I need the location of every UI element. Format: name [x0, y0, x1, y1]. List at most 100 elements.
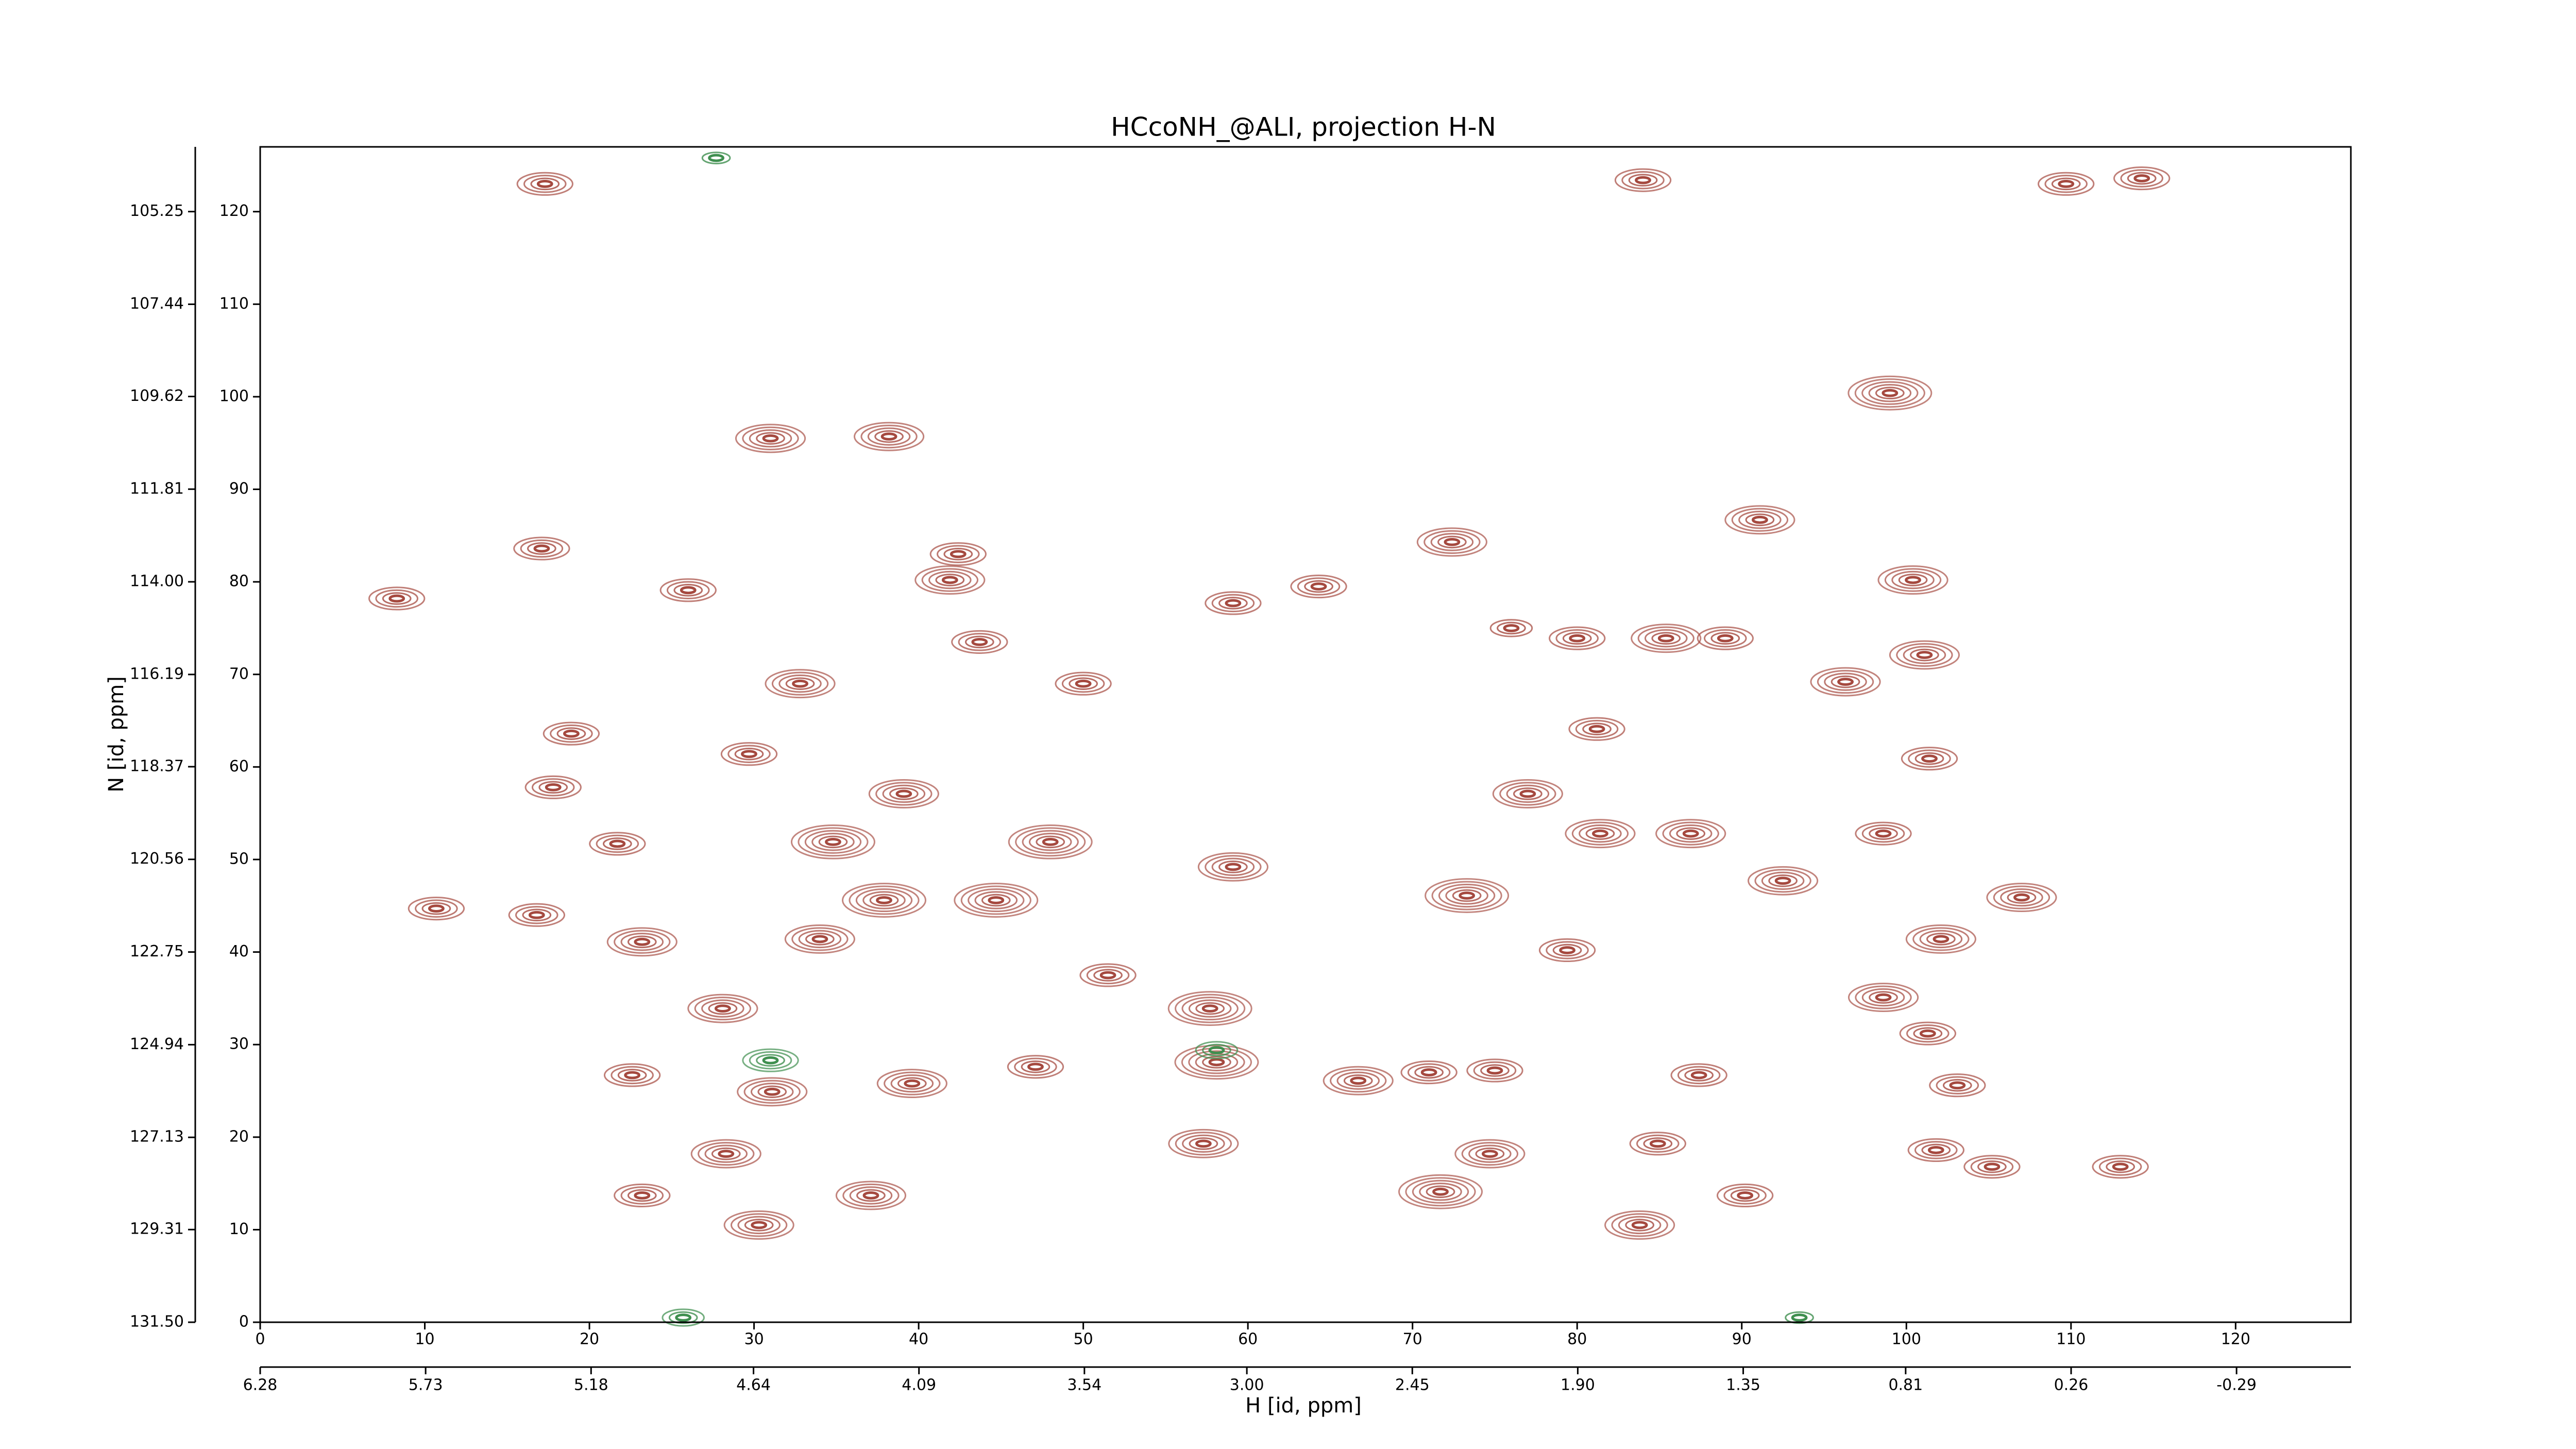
y-tick-label: 110	[219, 295, 249, 313]
contour-level	[921, 568, 979, 592]
contour-level	[958, 633, 1002, 651]
contour-level	[737, 1216, 781, 1235]
contour-level	[1882, 389, 1899, 397]
x-tick-label: 50	[1074, 1330, 1093, 1349]
contour-level	[1861, 988, 1905, 1007]
contour-level	[742, 1048, 799, 1072]
contour-level	[723, 1210, 794, 1240]
contour-level	[1201, 1004, 1218, 1013]
contour-level	[1519, 789, 1536, 798]
contour-level	[603, 837, 632, 850]
contour-level	[708, 1002, 738, 1015]
contour-level	[694, 997, 752, 1021]
contour-level	[849, 1186, 893, 1205]
contour-level	[1896, 643, 1953, 667]
x-tick-label: 20	[580, 1330, 599, 1349]
contour-level	[1454, 1139, 1526, 1169]
contour-level	[1197, 852, 1269, 882]
contour-level	[1927, 1146, 1944, 1154]
contour-level	[1986, 883, 2057, 913]
contour-level	[1414, 1066, 1444, 1079]
contour-level	[818, 835, 848, 849]
contour-level	[708, 154, 725, 162]
contour-level	[1431, 881, 1502, 911]
contour-level	[617, 1069, 647, 1082]
contour-level	[1323, 1066, 1394, 1096]
x-tick-label: 1.90	[1561, 1376, 1595, 1394]
contour-level	[904, 1079, 921, 1088]
contour-level	[1304, 580, 1333, 593]
y-tick-label: 124.94	[130, 1035, 184, 1053]
contour-level	[1310, 582, 1327, 591]
contour-level	[882, 784, 926, 803]
contour-level	[1568, 717, 1625, 741]
contour-level	[1682, 829, 1699, 838]
contour-level	[1848, 983, 1919, 1013]
contour-level	[1211, 594, 1255, 613]
contour-level	[1486, 1066, 1503, 1075]
contour-level	[1350, 1076, 1367, 1085]
contour-level	[762, 1056, 779, 1065]
contour-level	[1949, 1081, 1966, 1090]
contour-level	[1423, 530, 1481, 554]
contour-level	[954, 883, 1039, 918]
y-tick-label: 105.25	[130, 202, 184, 220]
contour-level	[1889, 640, 1960, 670]
contour-level	[1569, 634, 1586, 643]
y-tick-label: 60	[229, 757, 249, 776]
contour-level	[1400, 1060, 1458, 1085]
contour-level	[1614, 168, 1672, 192]
contour-level	[1549, 626, 1606, 650]
contour-level	[1492, 779, 1563, 808]
x-tick-label: 6.28	[243, 1376, 278, 1394]
contour-level	[515, 906, 558, 924]
contour-level	[680, 586, 697, 595]
contour-level	[673, 584, 703, 597]
contour-level	[756, 432, 785, 445]
contour-level	[634, 1191, 651, 1200]
contour-level	[727, 745, 771, 763]
contour-level	[1855, 821, 1912, 846]
contour-level	[1174, 1044, 1259, 1080]
contour-level	[951, 630, 1008, 654]
contour-level	[1202, 1056, 1231, 1069]
contour-level	[1555, 629, 1599, 648]
contour-level	[762, 434, 779, 443]
x-tick-label: 0	[255, 1330, 265, 1349]
contour-level	[2133, 174, 2150, 182]
contour-level	[1919, 1029, 1936, 1038]
contour-level	[971, 638, 988, 646]
contour-level	[2098, 1157, 2142, 1176]
contour-level	[1984, 1162, 2001, 1171]
contour-level	[743, 1080, 801, 1104]
contour-level	[1690, 1071, 1707, 1080]
contour-level	[1015, 827, 1086, 857]
contour-level	[860, 425, 918, 449]
contour-level	[874, 430, 904, 443]
contour-level	[1898, 574, 1928, 586]
y-tick-label: 10	[229, 1220, 249, 1238]
contour-level	[2013, 893, 2030, 902]
y-tick-label: 80	[229, 572, 249, 591]
contour-level	[1086, 966, 1130, 985]
y-tick-label: 111.81	[130, 480, 184, 498]
contour-level	[1645, 629, 1688, 648]
contour-level	[428, 904, 445, 913]
y-tick-label: 40	[229, 942, 249, 961]
y-tick-label: 127.13	[130, 1128, 184, 1146]
contour-level	[520, 539, 564, 558]
contour-level	[1195, 1041, 1239, 1059]
contour-level	[1905, 924, 1976, 954]
contour-level	[1452, 889, 1482, 902]
contour-level	[744, 1219, 774, 1232]
contour-level	[611, 1066, 654, 1085]
contour-level	[1416, 527, 1487, 557]
contour-level	[1875, 386, 1905, 400]
contour-level	[1649, 1139, 1666, 1148]
contour-level	[1848, 375, 1933, 411]
contour-level	[543, 721, 600, 746]
x-tick-label: 0.26	[2054, 1376, 2089, 1394]
contour-level	[624, 1071, 641, 1080]
contour-level	[841, 883, 927, 918]
contour-level	[1022, 830, 1079, 854]
